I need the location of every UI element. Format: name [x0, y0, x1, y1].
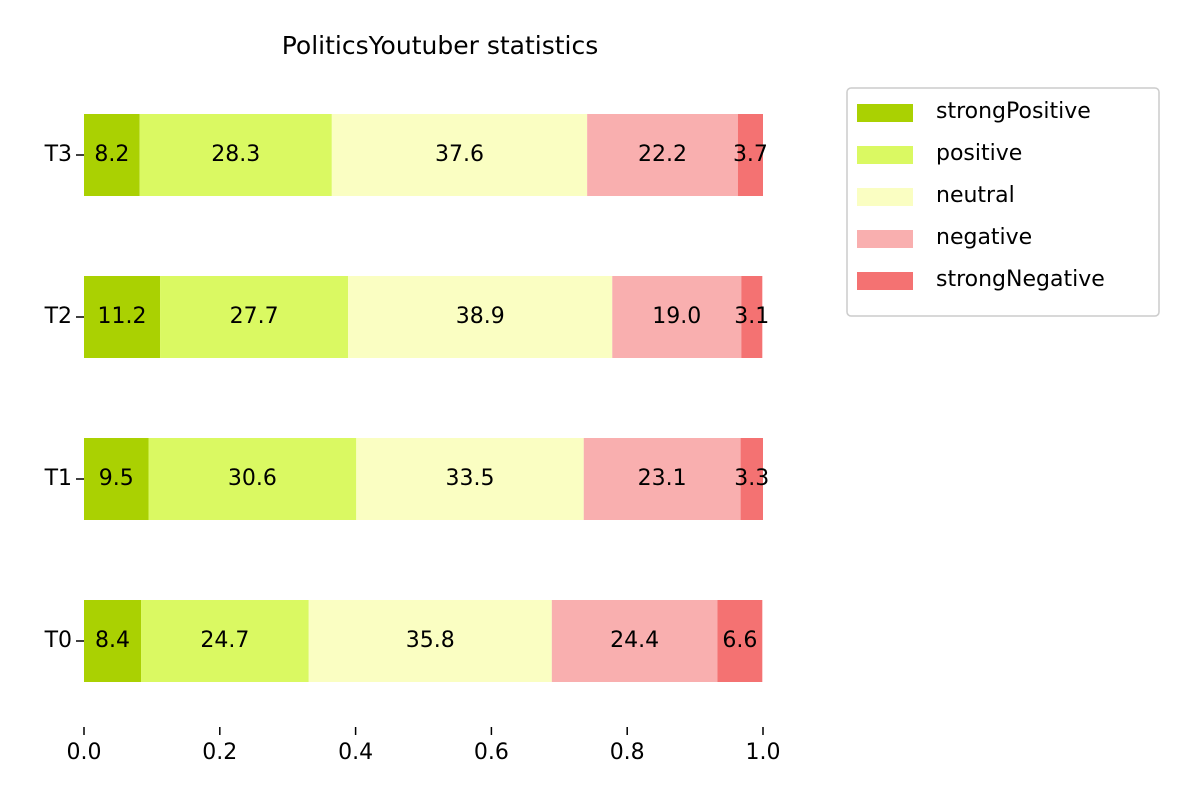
- y-tick-label: T0: [44, 628, 72, 653]
- data-label: 35.8: [406, 628, 455, 653]
- bar-segment: [741, 276, 763, 358]
- x-tick-label: 0.6: [474, 740, 509, 765]
- bar-segment: [587, 114, 738, 196]
- y-tick-label: T3: [44, 142, 72, 167]
- legend-label: strongNegative: [936, 267, 1105, 292]
- y-tick-label: T1: [44, 466, 72, 491]
- bar-segment: [717, 600, 763, 682]
- x-tick-label: 0.4: [338, 740, 373, 765]
- data-label: 19.0: [652, 304, 701, 329]
- legend-label: strongPositive: [936, 99, 1091, 124]
- bar-segment: [612, 276, 742, 358]
- bar-segment: [84, 114, 140, 196]
- legend-swatch: [857, 188, 913, 206]
- data-label: 28.3: [211, 142, 260, 167]
- bar-segment: [740, 438, 763, 520]
- data-label: 11.2: [98, 304, 147, 329]
- bar-segment: [331, 114, 588, 196]
- legend-label: negative: [936, 225, 1032, 250]
- bar-segment: [551, 600, 718, 682]
- x-tick-label: 0.2: [202, 740, 237, 765]
- bar-segment: [84, 438, 149, 520]
- data-label: 37.6: [435, 142, 484, 167]
- legend-label: positive: [936, 141, 1022, 166]
- bar-segment: [84, 600, 142, 682]
- data-label: 27.7: [230, 304, 279, 329]
- bar-segment: [160, 276, 349, 358]
- x-tick-label: 1.0: [746, 740, 781, 765]
- data-label: 38.9: [456, 304, 505, 329]
- x-tick-label: 0.8: [610, 740, 645, 765]
- bar-segment: [141, 600, 309, 682]
- data-label: 23.1: [638, 466, 687, 491]
- bar-segment: [139, 114, 332, 196]
- bar-segment: [356, 438, 584, 520]
- y-tick-label: T2: [44, 304, 72, 329]
- bar-segment: [737, 114, 763, 196]
- legend-swatch: [857, 146, 913, 164]
- x-tick-label: 0.0: [67, 740, 102, 765]
- legend-swatch: [857, 272, 913, 290]
- data-label: 3.3: [734, 466, 769, 491]
- data-label: 33.5: [446, 466, 495, 491]
- legend-label: neutral: [936, 183, 1015, 208]
- data-label: 6.6: [722, 628, 757, 653]
- legend-swatch: [857, 230, 913, 248]
- bar-segment: [148, 438, 357, 520]
- data-label: 22.2: [638, 142, 687, 167]
- data-label: 3.1: [734, 304, 769, 329]
- data-label: 24.7: [200, 628, 249, 653]
- bar-segment: [348, 276, 613, 358]
- data-label: 8.4: [95, 628, 130, 653]
- bar-segment: [84, 276, 161, 358]
- bar-segment: [583, 438, 741, 520]
- data-label: 8.2: [94, 142, 129, 167]
- data-label: 9.5: [99, 466, 134, 491]
- legend-swatch: [857, 104, 913, 122]
- data-label: 30.6: [228, 466, 277, 491]
- legend-box: [846, 87, 1160, 317]
- bar-segment: [308, 600, 552, 682]
- data-label: 3.7: [733, 142, 768, 167]
- data-label: 24.4: [610, 628, 659, 653]
- chart-title: PoliticsYoutuber statistics: [282, 31, 599, 60]
